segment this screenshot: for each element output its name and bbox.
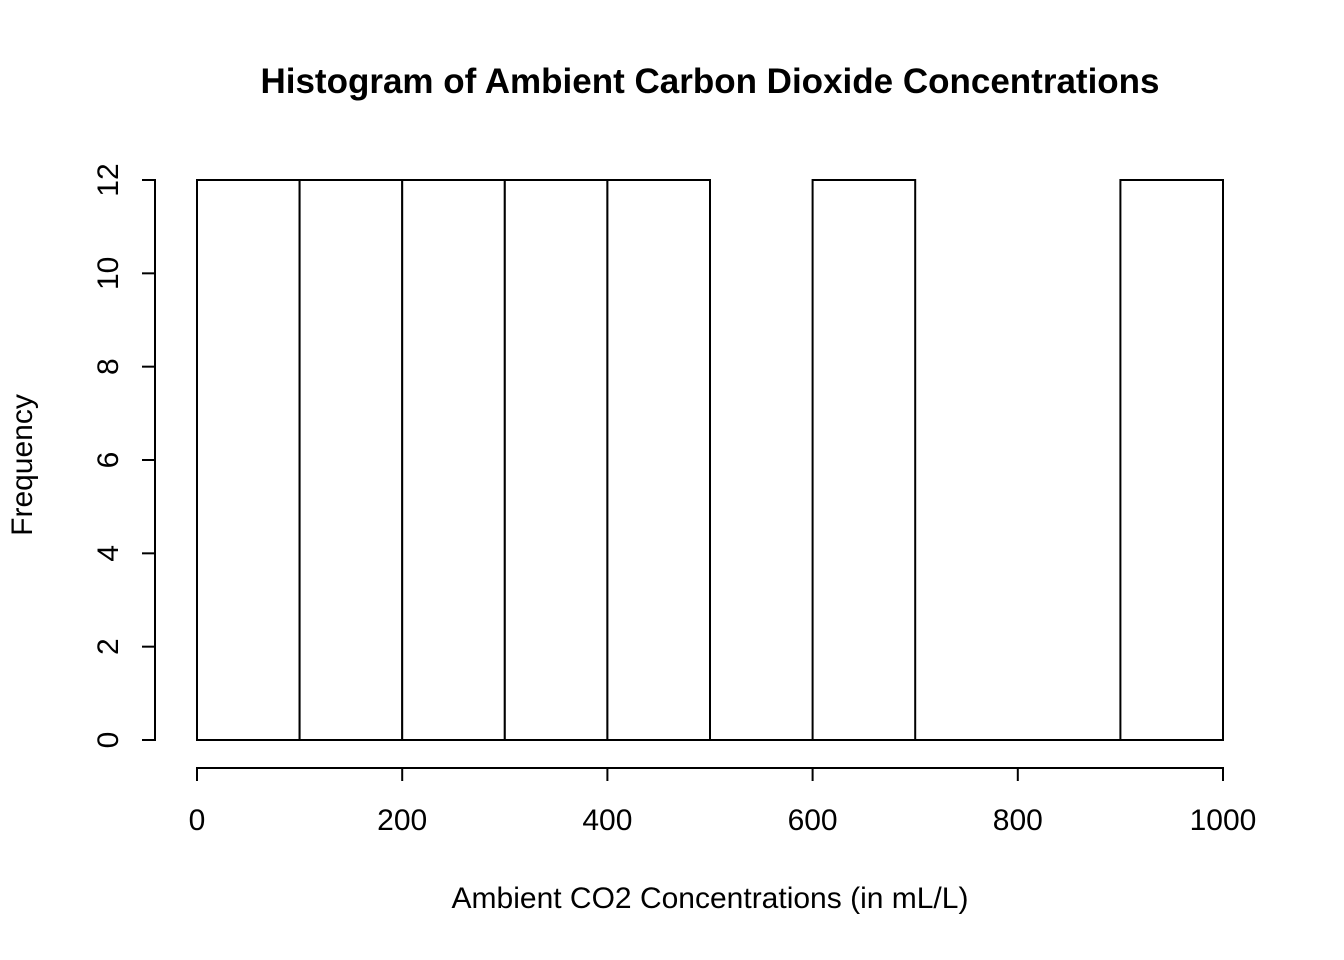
y-tick-label: 4: [92, 545, 125, 562]
y-tick-label: 12: [92, 163, 125, 196]
x-tick-label: 1000: [1190, 804, 1257, 837]
x-tick-label: 200: [377, 804, 427, 837]
histogram-bar: [196, 179, 301, 741]
histogram-bars: [196, 179, 1225, 741]
x-tick-label: 400: [582, 804, 632, 837]
y-tick-label: 0: [92, 732, 125, 749]
histogram-bar: [503, 179, 609, 741]
x-tick-label: 800: [993, 804, 1043, 837]
y-tick-label: 6: [92, 452, 125, 469]
histogram-bar: [1119, 179, 1225, 741]
x-tick-label: 0: [189, 804, 206, 837]
x-tick-label: 600: [788, 804, 838, 837]
histogram-bar: [298, 179, 404, 741]
y-axis: 0 2 4 6 8 10 12: [92, 163, 156, 749]
x-axis-label: Ambient CO2 Concentrations (in mL/L): [452, 882, 969, 915]
y-tick-label: 8: [92, 358, 125, 375]
histogram-bar: [811, 179, 917, 741]
y-tick-label: 10: [92, 257, 125, 290]
histogram-bar: [606, 179, 712, 741]
chart-title: Histogram of Ambient Carbon Dioxide Conc…: [260, 62, 1159, 101]
histogram-bar: [401, 179, 506, 741]
y-tick-label: 2: [92, 638, 125, 655]
x-axis: 0 200 400 600 800 1000: [189, 767, 1257, 837]
y-axis-label: Frequency: [6, 394, 39, 536]
